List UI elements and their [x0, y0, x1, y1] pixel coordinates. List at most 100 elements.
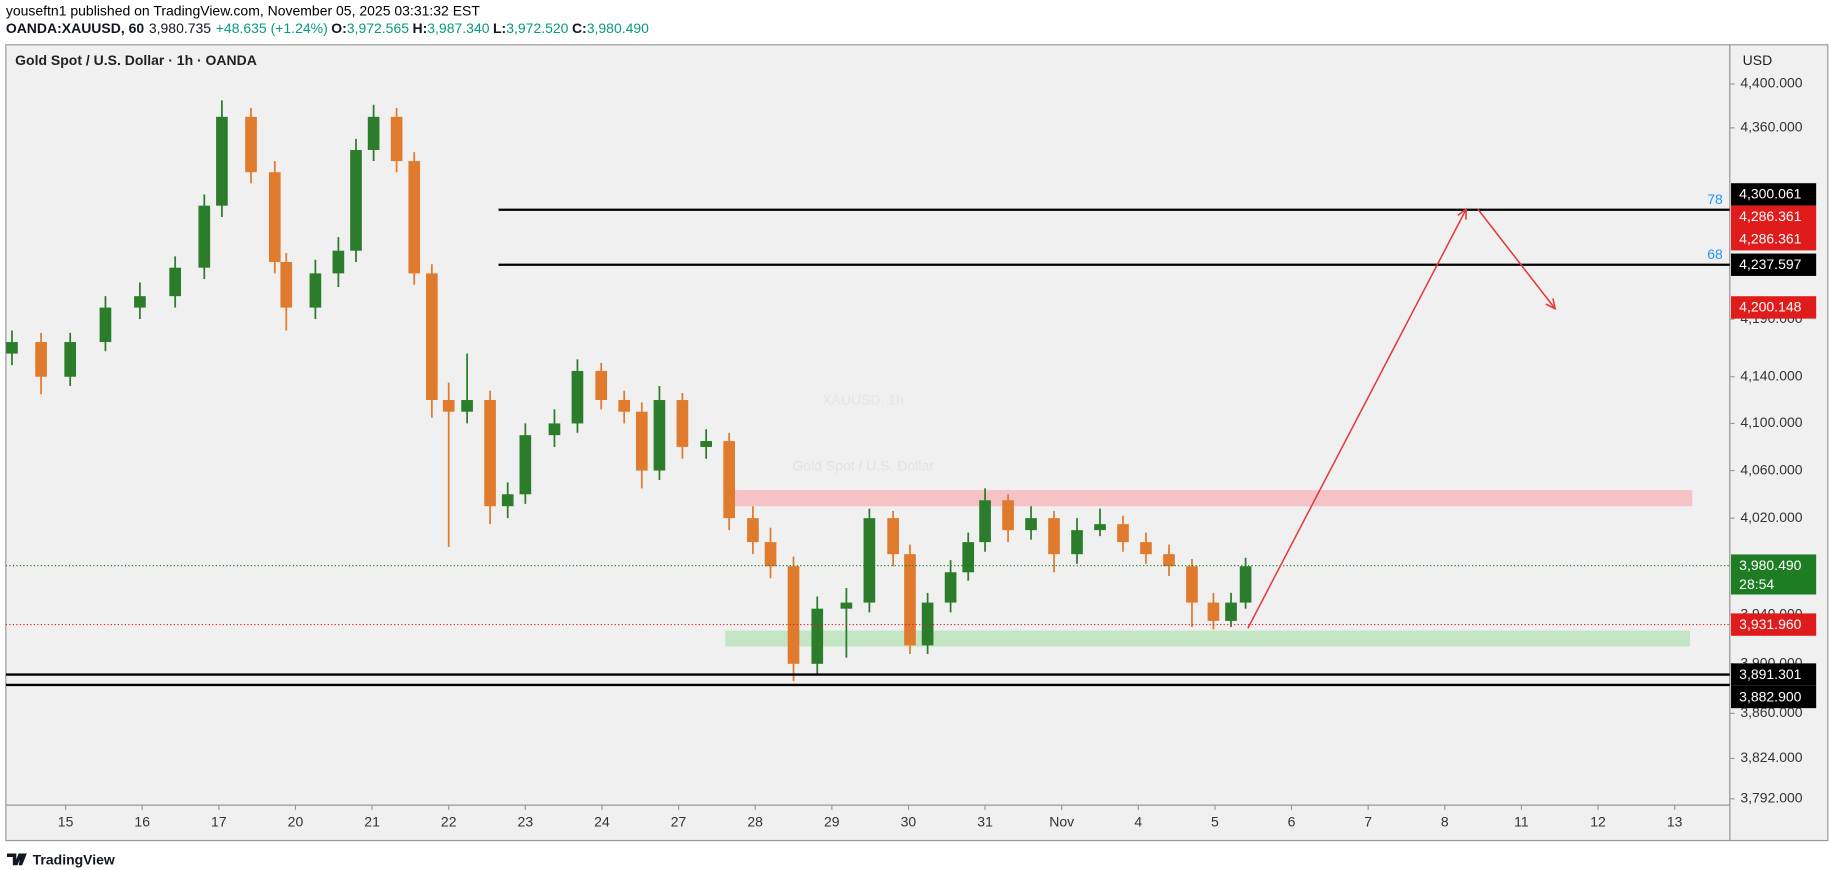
candle-body [635, 411, 648, 471]
x-tick-label: 27 [671, 814, 687, 830]
zone [725, 490, 1693, 507]
x-tick-label: 17 [211, 814, 227, 830]
candle-body [484, 400, 496, 507]
candle-body [1071, 530, 1083, 555]
countdown: 28:54 [1739, 576, 1774, 592]
arrow-head [1457, 207, 1468, 220]
header-text: +48.635 (+1.24%) [216, 20, 328, 36]
candle-body [979, 500, 991, 543]
x-tick-label: 28 [747, 814, 763, 830]
candle-body [618, 400, 631, 412]
publish-line: youseftn1 published on TradingView.com, … [6, 2, 480, 18]
x-tick-label: 29 [824, 814, 840, 830]
y-tick-label: 4,060.000 [1740, 461, 1802, 477]
y-tick-label: 3,792.000 [1740, 789, 1802, 805]
price-badge-label: 4,286.361 [1739, 208, 1801, 224]
candle-body [887, 518, 899, 555]
candle-body [501, 494, 514, 507]
price-badge-label: 4,237.597 [1739, 256, 1801, 272]
price-badge-label: 3,980.490 [1739, 557, 1801, 573]
candle-body [787, 566, 800, 664]
candle-body [519, 435, 532, 495]
x-tick-label: Nov [1049, 814, 1074, 830]
x-tick-label: 23 [518, 814, 534, 830]
candle-body [764, 542, 777, 567]
logo-icon [6, 853, 27, 866]
x-tick-label: 7 [1364, 814, 1372, 830]
time-axis [5, 804, 1731, 842]
brand: TradingView [33, 851, 115, 867]
candle-body [1002, 500, 1014, 531]
price-badge [1731, 554, 1817, 595]
candle-body [169, 267, 182, 297]
candle-body [723, 441, 735, 519]
header-text: 3,972.520 [506, 20, 568, 36]
candle-body [461, 400, 473, 412]
x-tick-label: 16 [134, 814, 150, 830]
y-tick-label: 4,140.000 [1740, 367, 1802, 383]
candle-body [921, 602, 934, 646]
price-badge-label: 3,891.301 [1739, 666, 1801, 682]
candle-body [1207, 602, 1220, 621]
header-text: 3,980.490 [587, 20, 649, 36]
candle-body [1048, 518, 1060, 555]
candle-body [99, 307, 112, 343]
candle-body [548, 423, 561, 436]
x-tick-label: 30 [901, 814, 917, 830]
price-badge [1731, 685, 1817, 709]
symbol-line: OANDA:XAUUSD, 60 3,980.735 +48.635 (+1.24%… [6, 20, 649, 36]
arrow [1247, 208, 1467, 629]
x-tick-label: 6 [1288, 814, 1296, 830]
header-text: O: [331, 20, 347, 36]
header-text: 3,987.340 [427, 20, 489, 36]
candle-body [367, 116, 380, 150]
candle-body [1140, 542, 1152, 555]
y-tick-label: 3,824.000 [1740, 749, 1802, 765]
candle-body [35, 342, 47, 377]
x-tick-label: 24 [594, 814, 610, 830]
candle-body [332, 250, 345, 274]
candle-body [1225, 602, 1237, 621]
plot-area [5, 44, 1731, 806]
watermark: XAUUSD, 1h [822, 391, 904, 407]
y-tick-label: 4,360.000 [1740, 119, 1802, 135]
candle-body [1186, 566, 1198, 603]
x-tick-label: 15 [58, 814, 74, 830]
watermark-sub: Gold Spot / U.S. Dollar [792, 457, 934, 473]
price-badge [1731, 228, 1817, 251]
tv-logo: TradingView [6, 851, 115, 867]
candle-body [700, 441, 712, 447]
x-tick-label: 21 [364, 814, 380, 830]
candle-body [6, 342, 18, 354]
x-tick-label: 13 [1667, 814, 1683, 830]
candle-body [280, 262, 293, 308]
candle-body [198, 205, 211, 268]
chart-title: Gold Spot / U.S. Dollar · 1h · OANDA [15, 52, 257, 68]
candle-body [962, 542, 975, 573]
candle-body [134, 296, 146, 308]
price-badge [1731, 205, 1817, 229]
candle-body [390, 116, 403, 162]
price-badge [1731, 296, 1817, 319]
y-tick-label: 4,400.000 [1740, 75, 1802, 91]
x-tick-label: 20 [288, 814, 304, 830]
candle-body [747, 518, 759, 543]
header-text: 3,980.735 [149, 20, 211, 36]
y-tick-label: 4,100.000 [1740, 414, 1802, 430]
candle-body [811, 608, 824, 664]
price-badge [1731, 613, 1817, 636]
arrow [1477, 208, 1556, 310]
x-tick-label: 5 [1211, 814, 1219, 830]
candle-body [904, 554, 916, 646]
y-tick-label: 4,020.000 [1740, 509, 1802, 525]
plot [5, 100, 1730, 687]
level-label: 68 [1707, 246, 1723, 262]
price-axis [1729, 44, 1829, 842]
candle-body [863, 518, 876, 603]
x-tick-label: 12 [1590, 814, 1606, 830]
price-badge [1731, 253, 1817, 276]
x-tick-label: 31 [977, 814, 993, 830]
zone [725, 630, 1691, 647]
